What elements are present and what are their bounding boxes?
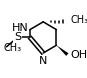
Text: N: N <box>39 56 47 66</box>
Polygon shape <box>56 45 68 56</box>
Text: S: S <box>14 32 21 42</box>
Text: OH: OH <box>70 50 87 60</box>
Text: HN: HN <box>12 23 29 33</box>
Text: CH₃: CH₃ <box>70 15 87 25</box>
Text: CH₃: CH₃ <box>3 43 21 53</box>
